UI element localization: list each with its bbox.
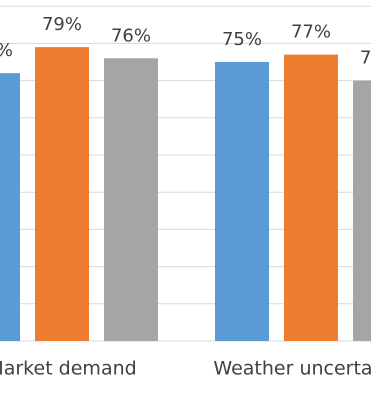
value-label: 76% bbox=[111, 25, 151, 46]
bar bbox=[104, 58, 158, 341]
bar bbox=[35, 47, 89, 342]
bar bbox=[284, 54, 338, 342]
value-label: 70% bbox=[360, 48, 371, 69]
bar bbox=[0, 73, 20, 341]
value-label: 75% bbox=[222, 29, 262, 50]
x-tick-label: Market demand bbox=[0, 358, 137, 380]
value-label: 77% bbox=[291, 22, 331, 43]
bar bbox=[353, 80, 371, 341]
value-label: 79% bbox=[42, 14, 82, 35]
x-tick-label: Weather uncertainty bbox=[213, 358, 371, 380]
bar bbox=[215, 62, 269, 341]
value-label: 72% bbox=[0, 40, 13, 61]
